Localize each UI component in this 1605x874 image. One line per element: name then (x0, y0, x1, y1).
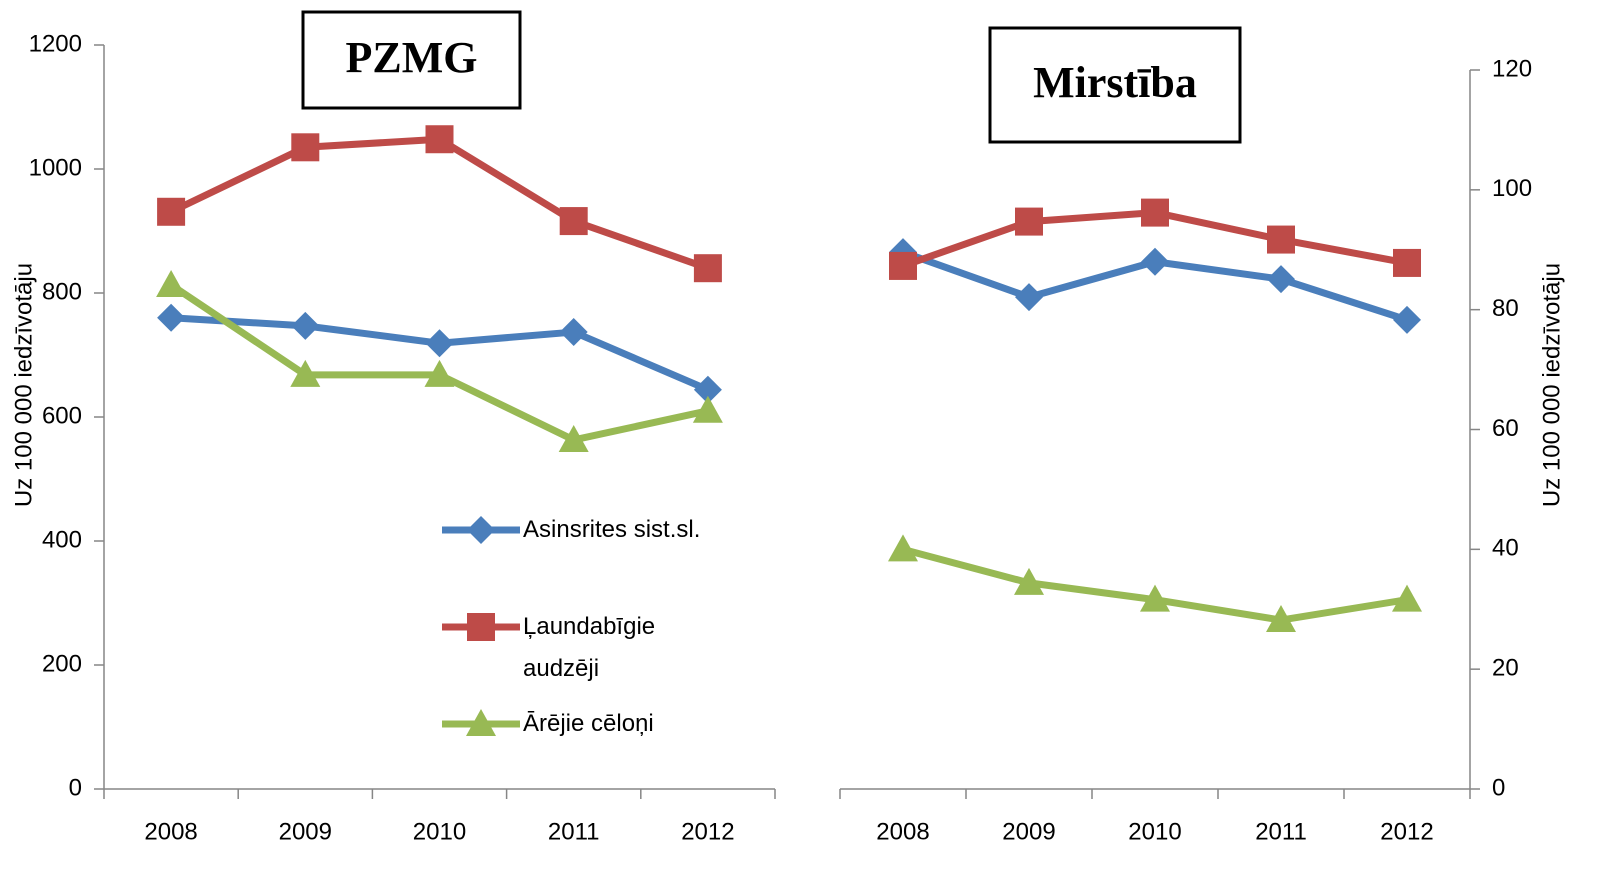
marker (559, 318, 588, 347)
legend-label: Asinsrites sist.sl. (523, 516, 701, 543)
y-axis-label: Uz 100 000 iedzīvotāju (10, 263, 37, 507)
x-tick-label: 2011 (1255, 818, 1307, 845)
marker (1015, 283, 1043, 312)
y-tick-label: 80 (1492, 295, 1519, 322)
y-tick-label: 800 (42, 278, 82, 305)
marker (888, 534, 918, 562)
marker (1141, 198, 1169, 227)
marker (558, 424, 589, 452)
y-tick-label: 100 (1492, 175, 1532, 202)
legend-label: Ārējie cēloņi (523, 710, 654, 737)
marker (157, 197, 186, 226)
marker (291, 311, 320, 340)
marker (693, 375, 722, 404)
legend-label: Ļaundabīgie audzēji (523, 613, 656, 682)
x-tick-label: 2011 (548, 818, 600, 845)
marker (1140, 584, 1170, 612)
marker (1266, 605, 1296, 633)
y-tick-label: 400 (42, 526, 82, 553)
marker (692, 395, 723, 423)
marker (466, 709, 496, 736)
y-tick-label: 600 (42, 402, 82, 429)
marker (1393, 248, 1421, 277)
title-box (301, 10, 522, 110)
x-tick-label: 2012 (1380, 818, 1433, 845)
chart-title: PZMG (346, 33, 478, 82)
marker (1267, 265, 1295, 294)
marker (290, 359, 321, 387)
marker (1392, 584, 1422, 612)
x-tick-label: 2008 (144, 818, 197, 845)
marker (1141, 247, 1169, 276)
marker (1015, 207, 1043, 236)
y-tick-label: 1200 (29, 30, 82, 57)
legend-entry: Ārējie cēloņi (523, 710, 654, 737)
chart-title: Mirstība (1033, 58, 1197, 107)
marker (467, 516, 495, 544)
y-tick-label: 120 (1492, 55, 1532, 82)
y-axis-label: Uz 100 000 iedzīvotāju (1538, 263, 1565, 507)
x-tick-label: 2012 (681, 818, 734, 845)
title-box (988, 26, 1242, 144)
marker (424, 359, 455, 387)
x-tick-label: 2008 (876, 818, 929, 845)
marker (425, 125, 454, 154)
x-tick-label: 2009 (1002, 818, 1055, 845)
marker (1393, 305, 1421, 334)
marker (693, 254, 722, 283)
marker (425, 329, 454, 358)
x-tick-label: 2010 (413, 818, 466, 845)
y-tick-label: 60 (1492, 415, 1519, 442)
marker (291, 133, 320, 162)
marker (1267, 225, 1295, 254)
marker (157, 303, 186, 332)
marker (889, 251, 917, 280)
legend-entry: Ļaundabīgie audzēji (523, 613, 656, 682)
y-tick-label: 1000 (29, 154, 82, 181)
legend-entry: Asinsrites sist.sl. (523, 516, 701, 543)
x-tick-label: 2010 (1128, 818, 1181, 845)
y-tick-label: 20 (1492, 655, 1519, 682)
marker (467, 613, 495, 641)
series-line (169, 135, 710, 272)
y-tick-label: 200 (42, 650, 82, 677)
marker (156, 269, 187, 297)
x-tick-label: 2009 (279, 818, 332, 845)
marker (1014, 567, 1044, 595)
marker (559, 207, 588, 236)
y-tick-label: 0 (1492, 774, 1505, 801)
y-tick-label: 40 (1492, 535, 1519, 562)
y-tick-label: 0 (69, 774, 82, 801)
